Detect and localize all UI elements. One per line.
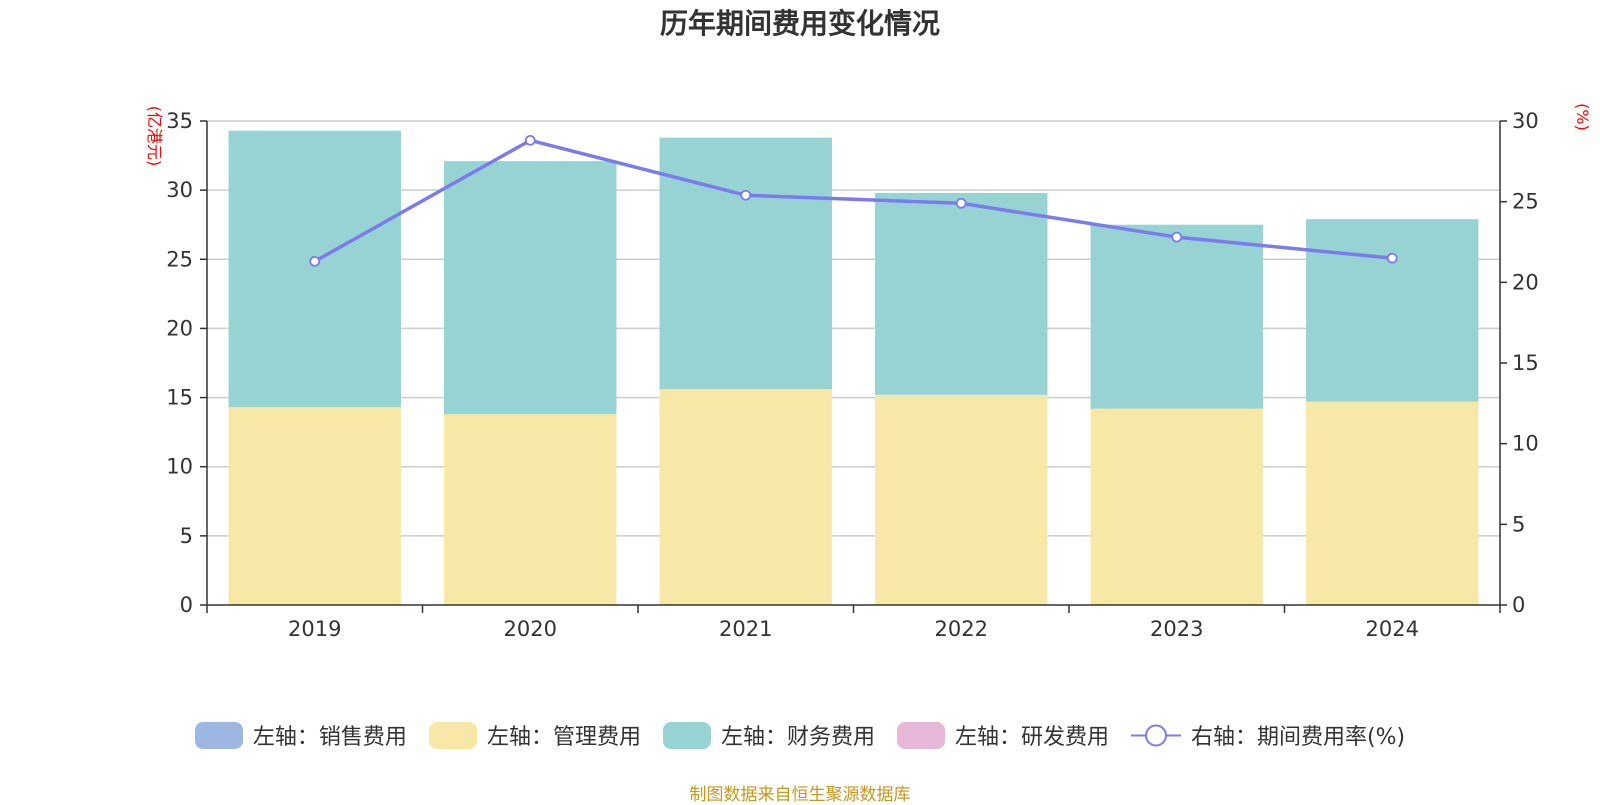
- rate-point: [1171, 231, 1183, 243]
- x-tick-label: 2024: [1366, 617, 1419, 641]
- rate-point: [524, 134, 536, 146]
- x-tick-label: 2019: [288, 617, 341, 641]
- y-right-tick-label: 0: [1512, 593, 1525, 617]
- legend-swatch: [896, 721, 945, 749]
- legend-item[interactable]: 左轴：销售费用: [194, 719, 407, 751]
- bar-2022: [875, 192, 1048, 395]
- legend-swatch: [428, 721, 477, 749]
- bar-2021: [659, 137, 832, 390]
- legend: 左轴：销售费用 左轴：管理费用 左轴：财务费用 左轴：研发费用 右轴：期间费用率(%): [0, 720, 1600, 750]
- bar-2019: [228, 407, 401, 605]
- rate-point: [309, 255, 321, 267]
- legend-label: 左轴：研发费用: [954, 725, 1109, 750]
- chart-title: 历年期间费用变化情况: [659, 7, 940, 40]
- legend-label: 左轴：财务费用: [720, 725, 875, 750]
- y-right-tick-label: 10: [1512, 432, 1539, 456]
- grid-lines: [207, 120, 1500, 537]
- y-left-tick-label: 25: [166, 247, 193, 271]
- legend-label: 左轴：销售费用: [252, 725, 407, 750]
- bar-2023: [1090, 224, 1263, 409]
- bar-series: [228, 130, 1479, 605]
- y-right-tick-label: 25: [1512, 190, 1539, 214]
- x-tick-label: 2022: [935, 617, 988, 641]
- y-left-tick-label: 35: [166, 109, 193, 133]
- bar-2022: [875, 394, 1048, 605]
- bar-2020: [444, 161, 617, 415]
- y-left-tick-label: 5: [180, 524, 193, 548]
- y-left-tick-label: 15: [166, 386, 193, 410]
- y-left-tick-label: 30: [166, 178, 193, 202]
- legend-label: 左轴：管理费用: [486, 725, 641, 750]
- line-series: [309, 134, 1398, 267]
- y-left-tick-label: 0: [180, 593, 193, 617]
- axes: [200, 120, 1507, 613]
- y-right-tick-label: 20: [1512, 270, 1539, 294]
- legend-label: 右轴：期间费用率(%): [1190, 725, 1406, 750]
- chart-plot: 0 5 10 15 20 25 30 35 0 5 10 15 20 25 30 2019 2020 2021 20…: [145, 103, 1592, 641]
- rate-line: [313, 138, 1393, 263]
- legend-item[interactable]: 左轴：研发费用: [896, 719, 1109, 751]
- y-right-unit-label: (%): [1573, 103, 1592, 131]
- bar-2023: [1090, 408, 1263, 605]
- y-right-tick-label: 30: [1512, 109, 1539, 133]
- y-left-unit-label: (亿港元): [145, 106, 164, 167]
- bar-2020: [444, 414, 617, 605]
- tick-labels: 0 5 10 15 20 25 30 35 0 5 10 15 20 25 30 2019 2020 2021 20…: [145, 103, 1592, 641]
- y-right-tick-label: 5: [1512, 512, 1525, 536]
- legend-swatch: [662, 721, 711, 749]
- bar-2021: [659, 389, 832, 605]
- rate-point: [740, 189, 752, 201]
- x-tick-label: 2021: [719, 617, 772, 641]
- rate-point: [1386, 252, 1398, 264]
- bar-2024: [1306, 219, 1479, 402]
- y-left-tick-label: 10: [166, 455, 193, 479]
- x-tick-label: 2020: [504, 617, 557, 641]
- bar-2019: [228, 130, 401, 408]
- y-right-tick-label: 15: [1512, 351, 1539, 375]
- source-footer: 制图数据来自恒生聚源数据库: [689, 785, 911, 805]
- legend-swatch: [194, 721, 243, 749]
- legend-line-marker-icon: [1130, 724, 1181, 746]
- x-tick-label: 2023: [1150, 617, 1203, 641]
- legend-item[interactable]: 左轴：管理费用: [428, 719, 641, 751]
- rate-point: [955, 197, 967, 209]
- legend-item[interactable]: 左轴：财务费用: [662, 719, 875, 751]
- y-left-tick-label: 20: [166, 316, 193, 340]
- legend-item[interactable]: 右轴：期间费用率(%): [1130, 719, 1406, 751]
- bar-2024: [1306, 401, 1479, 605]
